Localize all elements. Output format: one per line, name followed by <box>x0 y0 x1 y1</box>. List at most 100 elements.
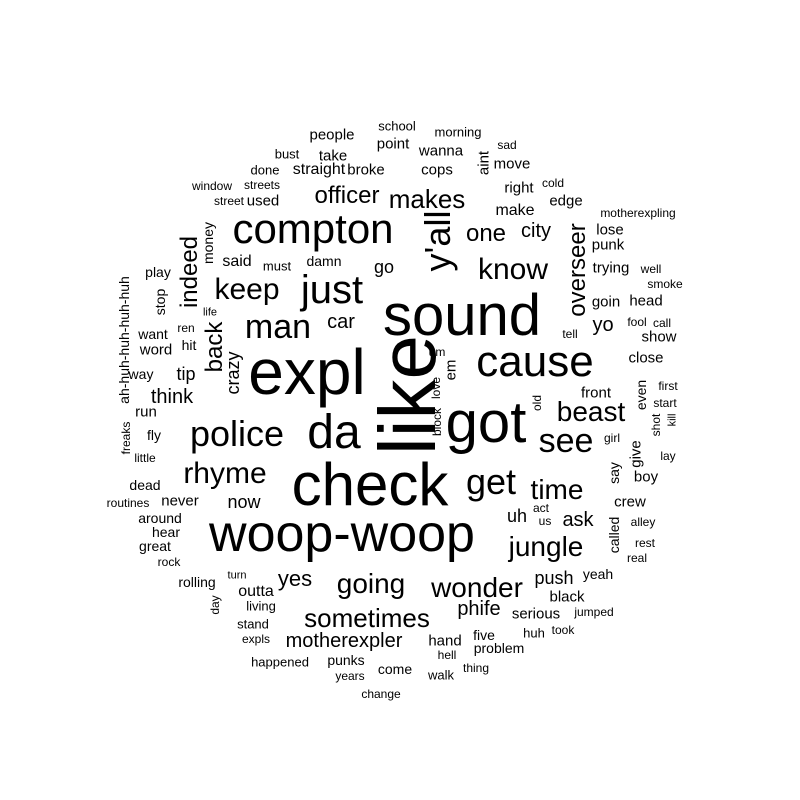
word-right: right <box>504 179 534 197</box>
word-show: show <box>641 328 677 346</box>
word-going: going <box>336 568 406 599</box>
word-tell: tell <box>562 327 578 341</box>
word-life: life <box>202 306 218 319</box>
word-kill: kill <box>666 413 679 427</box>
word-block: block <box>430 407 444 437</box>
word-huh: huh <box>523 625 545 641</box>
word-close: close <box>628 349 664 367</box>
word-happened: happened <box>251 654 309 670</box>
word-fool: fool <box>627 315 647 329</box>
word-phife: phife <box>457 598 501 620</box>
word-real: real <box>626 551 648 565</box>
word-walk: walk <box>427 667 455 683</box>
word-compton: compton <box>232 205 394 252</box>
word-old: old <box>530 394 544 412</box>
word-hand: hand <box>428 632 462 650</box>
word-makes: makes <box>388 184 466 214</box>
word-um: um <box>428 345 446 359</box>
word-street: street <box>213 194 245 208</box>
word-know: know <box>477 253 549 286</box>
word-time: time <box>530 474 584 505</box>
word-money: money <box>200 221 216 265</box>
word-play: play <box>145 264 171 280</box>
word-stand: stand <box>237 616 269 632</box>
word-run: run <box>135 403 157 421</box>
word-get: get <box>465 461 517 502</box>
word-rolling: rolling <box>178 574 216 590</box>
word-bust: bust <box>274 146 300 162</box>
word-punks: punks <box>327 652 365 668</box>
word-around: around <box>138 510 182 526</box>
word-man: man <box>244 308 312 346</box>
word-rhyme: rhyme <box>183 457 267 490</box>
word-overseer: overseer <box>564 223 591 317</box>
word-window: window <box>191 179 233 193</box>
word-sound: sound <box>382 283 542 348</box>
word-woop-woop: woop-woop <box>209 505 475 563</box>
word-got: got <box>445 390 527 455</box>
word-lay: lay <box>660 449 676 463</box>
word-serious: serious <box>511 605 561 623</box>
word-take: take <box>318 147 348 165</box>
word-give: give <box>627 440 645 468</box>
word-city: city <box>521 220 551 242</box>
word-yeah: yeah <box>582 566 614 582</box>
word-thing: thing <box>462 661 490 675</box>
word-dead: dead <box>129 477 161 493</box>
word-us: us <box>538 514 552 528</box>
word-just: just <box>300 268 364 312</box>
word-edge: edge <box>549 192 583 210</box>
word-da: da <box>307 406 361 459</box>
word-uh: uh <box>506 506 528 526</box>
word-shot: shot <box>649 413 663 437</box>
word-ah-huh-huh-huh-huh: ah-huh-huh-huh-huh <box>116 276 132 404</box>
word-outta: outta <box>238 583 274 600</box>
word-goin: goin <box>591 293 621 311</box>
word-day: day <box>208 595 222 615</box>
word-morning: morning <box>434 124 482 140</box>
word-ask: ask <box>562 509 594 531</box>
word-aint: aint <box>475 150 493 176</box>
word-y-all: y'all <box>417 210 458 272</box>
word-smoke: smoke <box>647 277 683 291</box>
word-see: see <box>538 422 594 460</box>
word-girl: girl <box>603 431 621 445</box>
word-front: front <box>580 384 612 402</box>
word-boy: boy <box>633 468 659 486</box>
word-jumped: jumped <box>574 605 614 619</box>
word-act: act <box>532 501 550 515</box>
word-little: little <box>134 451 156 465</box>
word-officer: officer <box>314 182 380 209</box>
word-living: living <box>246 598 276 614</box>
word-motherexpler: motherexpler <box>285 630 403 652</box>
word-punk: punk <box>591 236 625 254</box>
word-turn: turn <box>227 569 247 582</box>
word-sometimes: sometimes <box>304 603 430 633</box>
word-start: start <box>653 396 677 410</box>
word-make: make <box>495 202 535 219</box>
word-years: years <box>335 669 365 683</box>
word-rock: rock <box>157 555 181 569</box>
word-freaks: freaks <box>119 421 133 455</box>
word-lose: lose <box>596 221 624 239</box>
word-crew: crew <box>614 493 646 511</box>
word-motherexpling: motherexpling <box>600 206 676 220</box>
word-tip: tip <box>176 364 196 384</box>
word-said: said <box>222 253 252 270</box>
word-jungle: jungle <box>508 531 584 562</box>
word-expls: expls <box>241 632 271 646</box>
word-call: call <box>652 316 672 330</box>
word-word: word <box>139 341 173 359</box>
word-yes: yes <box>277 566 313 591</box>
word-first: first <box>658 379 678 393</box>
word-now: now <box>227 492 261 512</box>
word-yo: yo <box>592 314 614 336</box>
word-cops: cops <box>421 161 453 179</box>
word-sad: sad <box>497 138 517 152</box>
word-even: even <box>633 379 649 411</box>
word-took: took <box>551 623 575 637</box>
word-wonder: wonder <box>431 572 523 603</box>
word-broke: broke <box>347 161 385 179</box>
word-love: love <box>429 376 443 400</box>
word-crazy: crazy <box>223 351 243 395</box>
